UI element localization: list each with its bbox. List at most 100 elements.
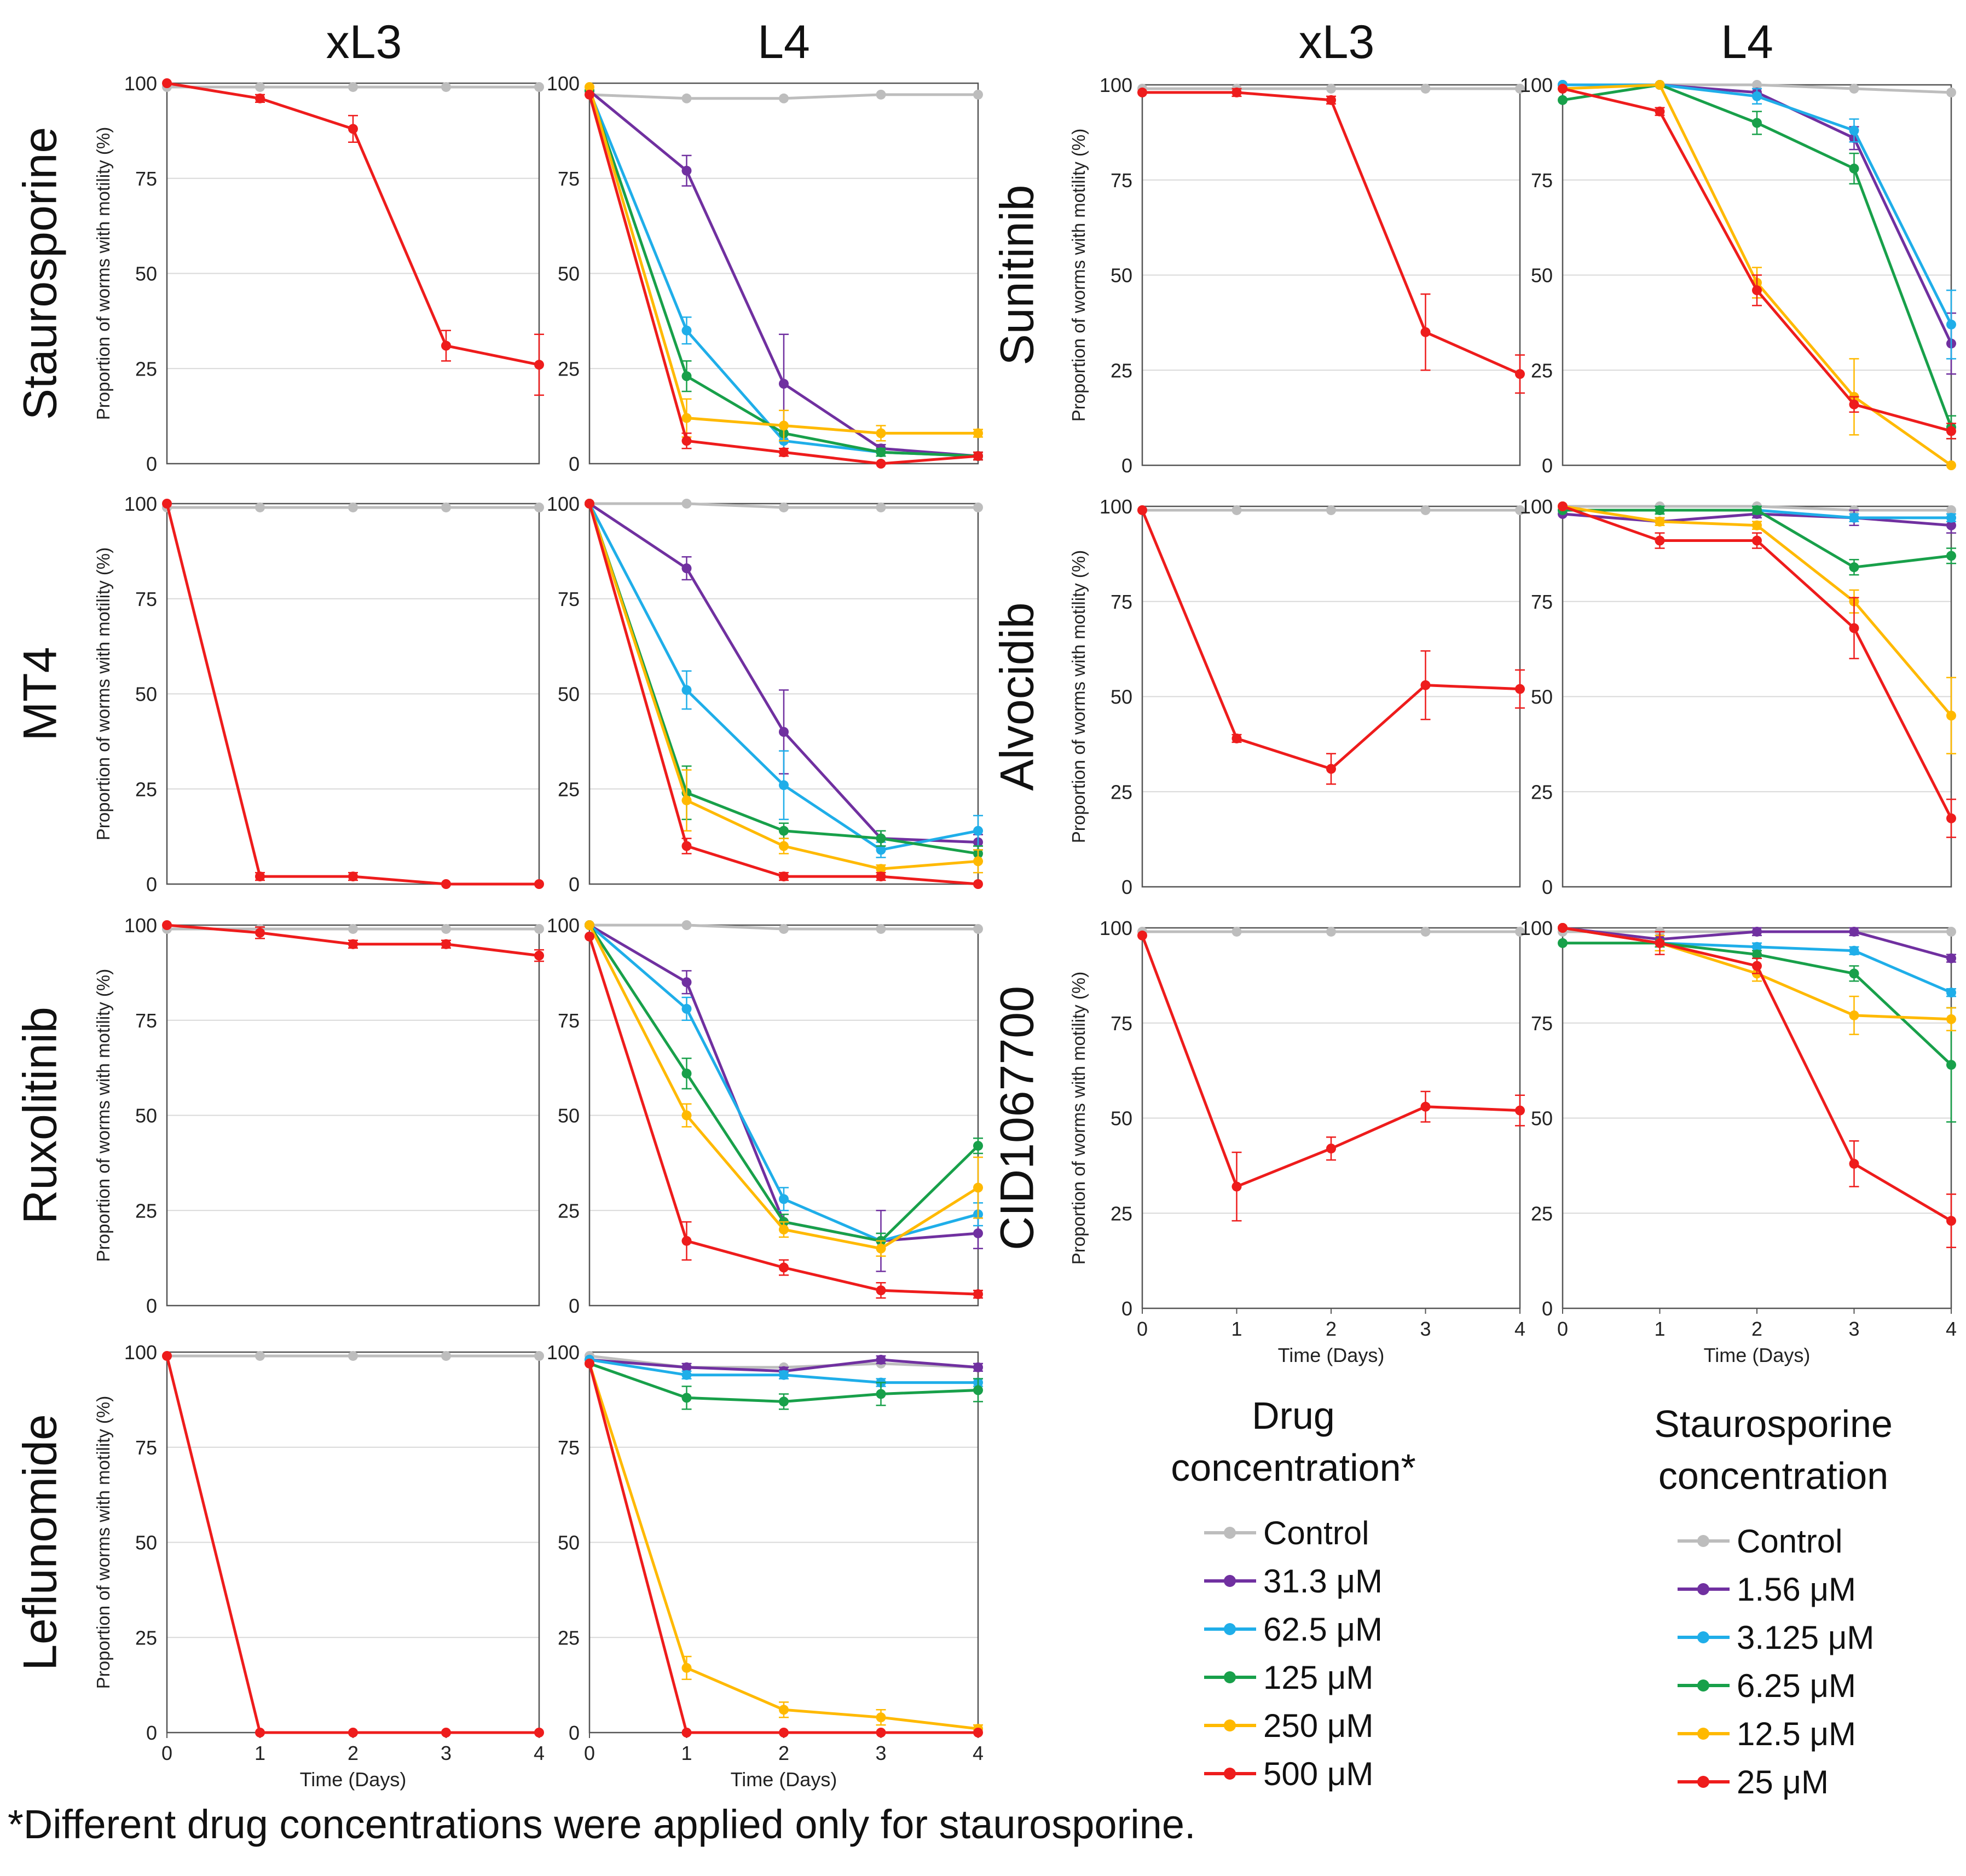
data-point (534, 1728, 544, 1738)
y-tick-label: 50 (135, 263, 157, 285)
data-point (1231, 926, 1242, 937)
x-tick-label: 1 (255, 1742, 265, 1764)
y-tick-label: 50 (135, 683, 157, 706)
y-tick-label: 0 (1542, 1297, 1553, 1320)
panel-sunitinib-l4: 0 25 50 75 100 (1520, 74, 1956, 477)
series-line (1562, 87, 1952, 432)
series-25-m (1137, 87, 1525, 394)
data-point (779, 1396, 789, 1407)
y-tick-label: 25 (558, 778, 580, 800)
legend-right: Staurosporine concentration Control 1.56 … (1654, 1402, 1893, 1800)
legend-label: 500 μM (1263, 1756, 1373, 1792)
series-500-m (585, 1358, 983, 1738)
panel-leflunomide-xl3: 0 25 50 75 100 0 1 2 3 4 Time (Days) Proportion of … (14, 1341, 545, 1791)
legend-label: Control (1263, 1515, 1369, 1551)
data-point (1752, 942, 1762, 952)
y-tick-label: 50 (135, 1105, 157, 1127)
data-point (1515, 83, 1525, 94)
data-point (585, 499, 594, 509)
x-tick-label: 2 (348, 1742, 358, 1764)
data-point (1946, 711, 1956, 721)
y-tick-label: 25 (135, 1199, 157, 1222)
data-point (779, 447, 789, 458)
data-point (255, 1350, 265, 1361)
legend-label: 62.5 μM (1263, 1611, 1383, 1648)
data-point (441, 1728, 451, 1738)
y-axis-label: Proportion of worms with motility (%) (93, 969, 113, 1262)
panel-staurosporine-xl3: 0 25 50 75 100 Proportion of worms with motil… (14, 72, 544, 475)
data-point (1752, 91, 1762, 101)
data-point (1946, 1060, 1956, 1070)
series-25-m (1558, 923, 1956, 1249)
data-point (779, 841, 789, 851)
data-point (779, 1370, 789, 1380)
y-tick-label: 75 (1111, 591, 1132, 613)
legend-item-62-5-m: 62.5 μM (1204, 1611, 1383, 1648)
data-point (1420, 680, 1431, 690)
data-point (779, 871, 789, 882)
series-25-m (1558, 83, 1956, 440)
series-62-5-m (585, 499, 983, 858)
data-point (681, 371, 692, 382)
y-tick-label: 0 (569, 873, 580, 896)
data-point (779, 923, 789, 934)
data-point (1420, 1101, 1431, 1112)
data-point (681, 1728, 692, 1738)
data-point (876, 1728, 886, 1738)
legend-swatch-marker (1224, 1768, 1236, 1780)
data-point (585, 1358, 594, 1369)
panel-mt4-l4: 0 25 50 75 100 (547, 493, 983, 896)
data-point (1515, 684, 1525, 694)
data-point (348, 124, 358, 134)
series-line (1562, 505, 1953, 819)
y-tick-label: 75 (1111, 169, 1132, 192)
data-point (876, 833, 886, 844)
data-point (585, 89, 594, 100)
data-point (779, 420, 789, 431)
data-point (1946, 460, 1956, 470)
y-tick-label: 75 (135, 1436, 157, 1459)
y-tick-label: 25 (1531, 1202, 1553, 1225)
y-tick-label: 0 (569, 1295, 580, 1317)
series-500-m (585, 931, 983, 1300)
data-point (534, 360, 544, 370)
y-tick-label: 100 (1520, 495, 1553, 518)
data-point (1849, 623, 1859, 633)
data-point (973, 856, 983, 867)
column-header-left-xl3: xL3 (326, 16, 402, 68)
y-tick-label: 100 (124, 493, 157, 515)
series-control (585, 89, 983, 103)
data-point (162, 920, 172, 930)
legend-right-title-line-1: Staurosporine (1654, 1402, 1893, 1445)
row-label-sunitinib: Sunitinib (991, 185, 1044, 366)
series-control (162, 82, 544, 92)
x-tick-label: 3 (875, 1742, 886, 1764)
y-tick-label: 100 (1520, 917, 1553, 939)
data-point (973, 1289, 983, 1300)
y-tick-label: 0 (1542, 876, 1553, 898)
data-point (876, 1389, 886, 1399)
data-point (441, 923, 451, 934)
panel-ruxolitinib-xl3: 0 25 50 75 100 Proportion of worms with motil… (14, 914, 544, 1317)
series-250-m (585, 1358, 983, 1734)
y-tick-label: 0 (1121, 454, 1132, 477)
legend-swatch-marker (1697, 1631, 1709, 1643)
legend-label: 25 μM (1737, 1764, 1829, 1800)
legend-item-12-5-m: 12.5 μM (1678, 1716, 1856, 1752)
data-point (1946, 512, 1956, 523)
y-tick-label: 75 (1111, 1012, 1132, 1035)
data-point (1231, 1181, 1242, 1192)
y-tick-label: 50 (1111, 1107, 1132, 1130)
data-point (681, 563, 692, 574)
y-axis-label: Proportion of worms with motility (%) (1068, 972, 1089, 1265)
data-point (779, 502, 789, 512)
data-point (1849, 83, 1859, 94)
data-point (585, 82, 594, 92)
data-point (1420, 505, 1431, 515)
data-point (1137, 930, 1147, 940)
data-point (255, 871, 265, 882)
data-point (441, 502, 451, 512)
footnote: *Different drug concentrations were appl… (8, 1802, 1196, 1847)
legend-label: 250 μM (1263, 1707, 1373, 1744)
